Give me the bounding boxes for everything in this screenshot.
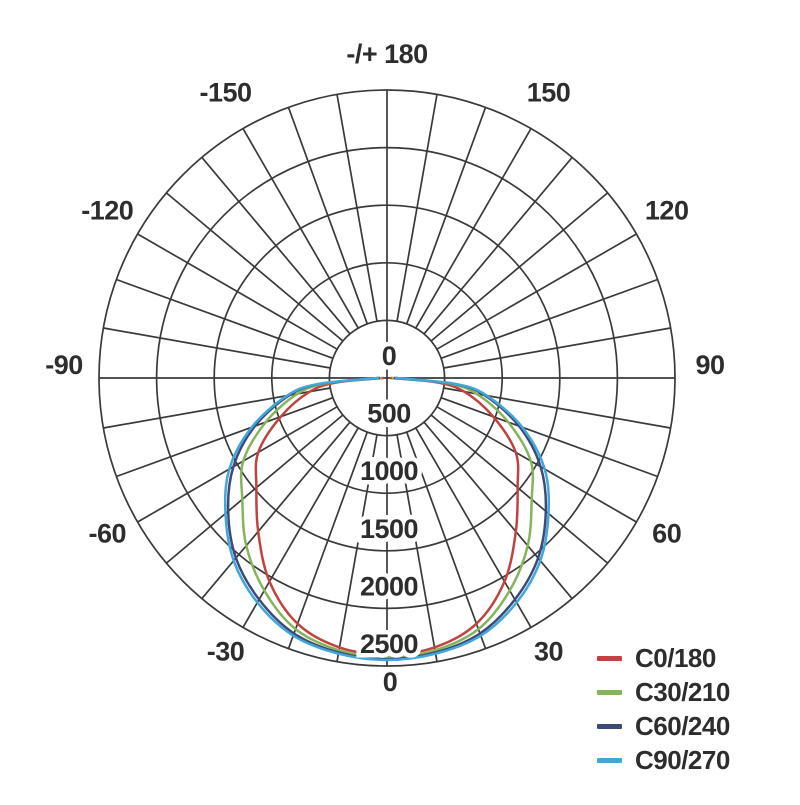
legend-label-c30-210: C30/210	[635, 677, 730, 707]
grid-spoke	[430, 414, 609, 564]
legend-swatch-c90-270	[597, 757, 622, 763]
grid-spoke	[165, 192, 344, 342]
grid-spoke	[116, 278, 334, 360]
radial-tick-label: 2500	[360, 629, 418, 659]
angle-label-0: 0	[383, 667, 398, 697]
radial-tick-label: 0	[382, 341, 397, 371]
angle-label-120: 120	[645, 196, 689, 226]
angle-label--30: -30	[207, 637, 245, 667]
grid-spoke	[405, 431, 487, 649]
grid-spoke	[201, 421, 351, 600]
legend-label-c60-240: C60/240	[635, 711, 730, 741]
angle-label-180: -/+ 180	[346, 39, 427, 69]
grid-spoke	[430, 192, 609, 342]
curve-c0-180	[254, 376, 520, 656]
legend: C0/180 C30/210 C60/240 C90/270	[597, 645, 730, 773]
curve-c30-210	[239, 376, 535, 659]
legend-item-c90-270: C90/270	[597, 747, 730, 773]
legend-item-c60-240: C60/240	[597, 713, 730, 739]
legend-item-c30-210: C30/210	[597, 679, 730, 705]
grid-spoke	[396, 94, 438, 322]
grid-spoke	[336, 434, 378, 662]
legend-label-c90-270: C90/270	[635, 745, 730, 775]
grid-spoke	[242, 128, 359, 329]
grid-spoke	[423, 156, 573, 335]
angle-label-30: 30	[534, 637, 563, 667]
radial-tick-label: 500	[367, 399, 411, 429]
angle-label--150: -150	[199, 77, 251, 107]
radial-tick-label: 1500	[360, 514, 418, 544]
grid-spoke	[137, 233, 338, 350]
angle-label--90: -90	[45, 350, 83, 380]
legend-item-c0-180: C0/180	[597, 645, 730, 671]
angle-label-90: 90	[695, 350, 724, 380]
grid-spoke	[137, 406, 338, 523]
grid-spoke	[405, 107, 487, 325]
legend-swatch-c60-240	[597, 723, 622, 729]
grid-spoke	[443, 327, 671, 369]
grid-spoke	[201, 156, 351, 335]
grid-spoke	[415, 427, 532, 628]
angle-label--120: -120	[81, 196, 133, 226]
grid-spoke	[436, 406, 637, 523]
grid-spoke	[423, 421, 573, 600]
grid-spoke	[287, 107, 369, 325]
grid-spoke	[396, 434, 438, 662]
grid-spoke	[440, 278, 658, 360]
grid-spoke	[242, 427, 359, 628]
radial-tick-label: 1000	[360, 456, 418, 486]
grid-spoke	[436, 233, 637, 350]
grid-spoke	[287, 431, 369, 649]
grid-spoke	[415, 128, 532, 329]
angle-label--60: -60	[89, 519, 127, 549]
radial-tick-label: 2000	[360, 571, 418, 601]
legend-swatch-c30-210	[597, 689, 622, 695]
grid-spoke	[440, 396, 658, 478]
angle-label-150: 150	[527, 77, 571, 107]
grid-spoke	[103, 327, 331, 369]
grid-spoke	[116, 396, 334, 478]
legend-label-c0-180: C0/180	[635, 643, 716, 673]
curve-c90-270	[223, 376, 551, 662]
legend-swatch-c0-180	[597, 655, 622, 661]
grid-spoke	[165, 414, 344, 564]
angle-label-60: 60	[652, 519, 681, 549]
grid-spoke	[336, 94, 378, 322]
